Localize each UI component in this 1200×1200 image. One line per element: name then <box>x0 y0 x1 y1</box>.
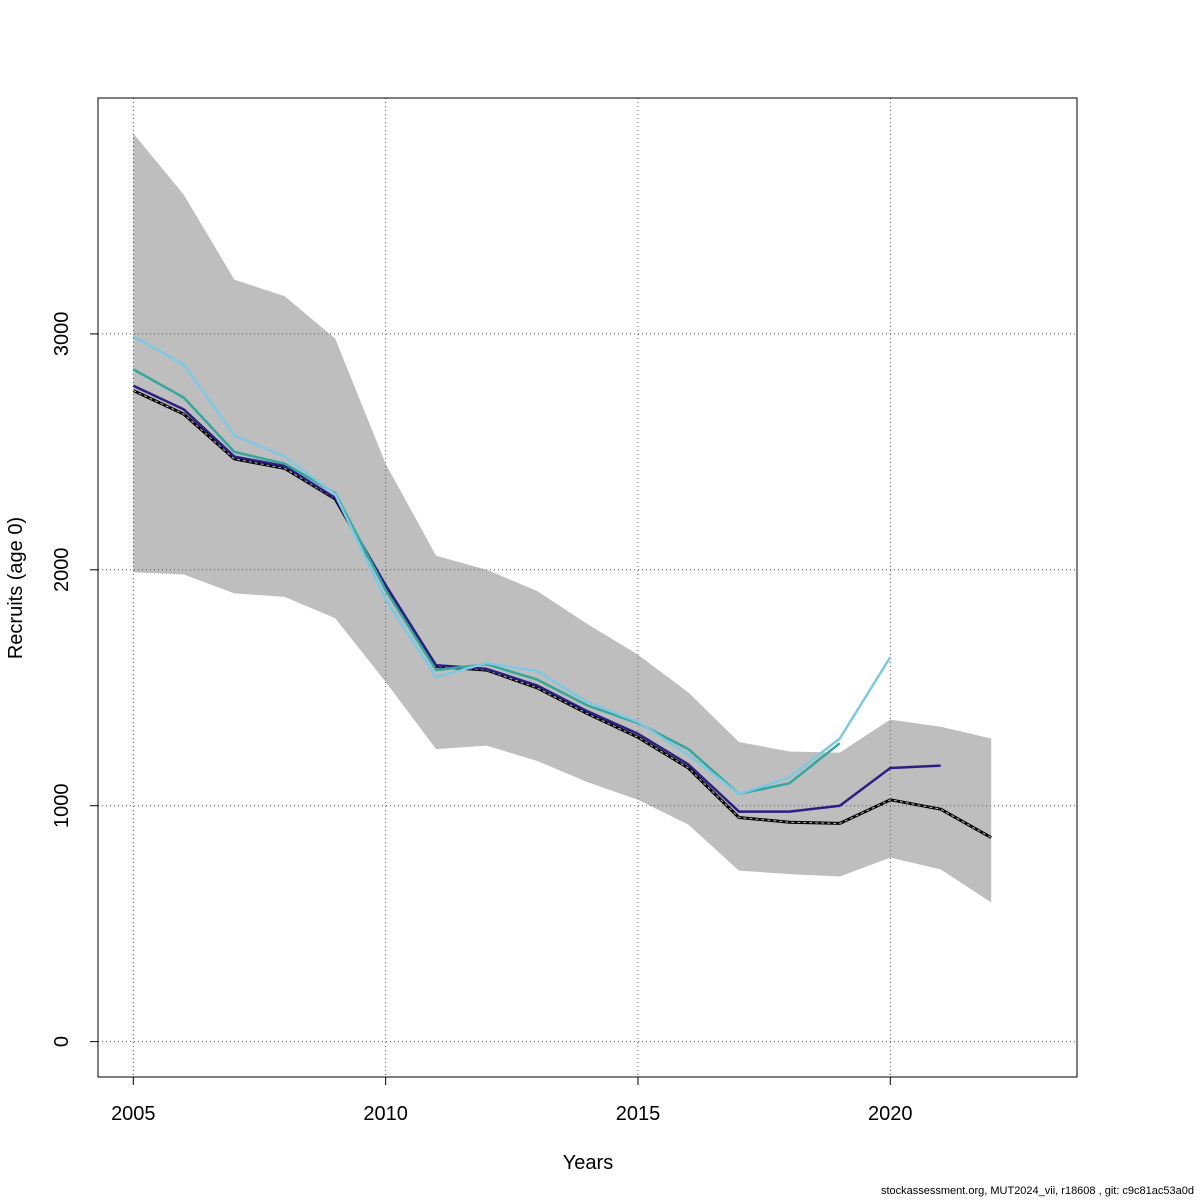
y-tick-label-1000: 1000 <box>51 783 73 828</box>
axis-layer: 2005 2010 2015 2020 0 1000 2000 3000 <box>51 312 913 1125</box>
footer-caption: stockassessment.org, MUT2024_vii, r18608… <box>880 1185 1194 1197</box>
x-axis-title: Years <box>563 1152 613 1174</box>
series-line-3 <box>132 335 892 796</box>
x-tick-label-2010: 2010 <box>363 1103 408 1125</box>
series-line-0 <box>132 389 992 839</box>
x-tick-label-2020: 2020 <box>868 1103 913 1125</box>
x-tick-label-2005: 2005 <box>111 1103 156 1125</box>
y-tick-label-3000: 3000 <box>51 312 73 357</box>
confidence-band <box>133 133 992 903</box>
y-tick-label-2000: 2000 <box>51 548 73 593</box>
confidence-band-layer <box>133 133 992 903</box>
x-tick-label-2015: 2015 <box>616 1103 661 1125</box>
series-line-1 <box>132 384 941 813</box>
y-axis-title: Recruits (age 0) <box>5 517 27 659</box>
series-layer <box>132 335 992 839</box>
y-tick-label-0: 0 <box>51 1036 73 1047</box>
